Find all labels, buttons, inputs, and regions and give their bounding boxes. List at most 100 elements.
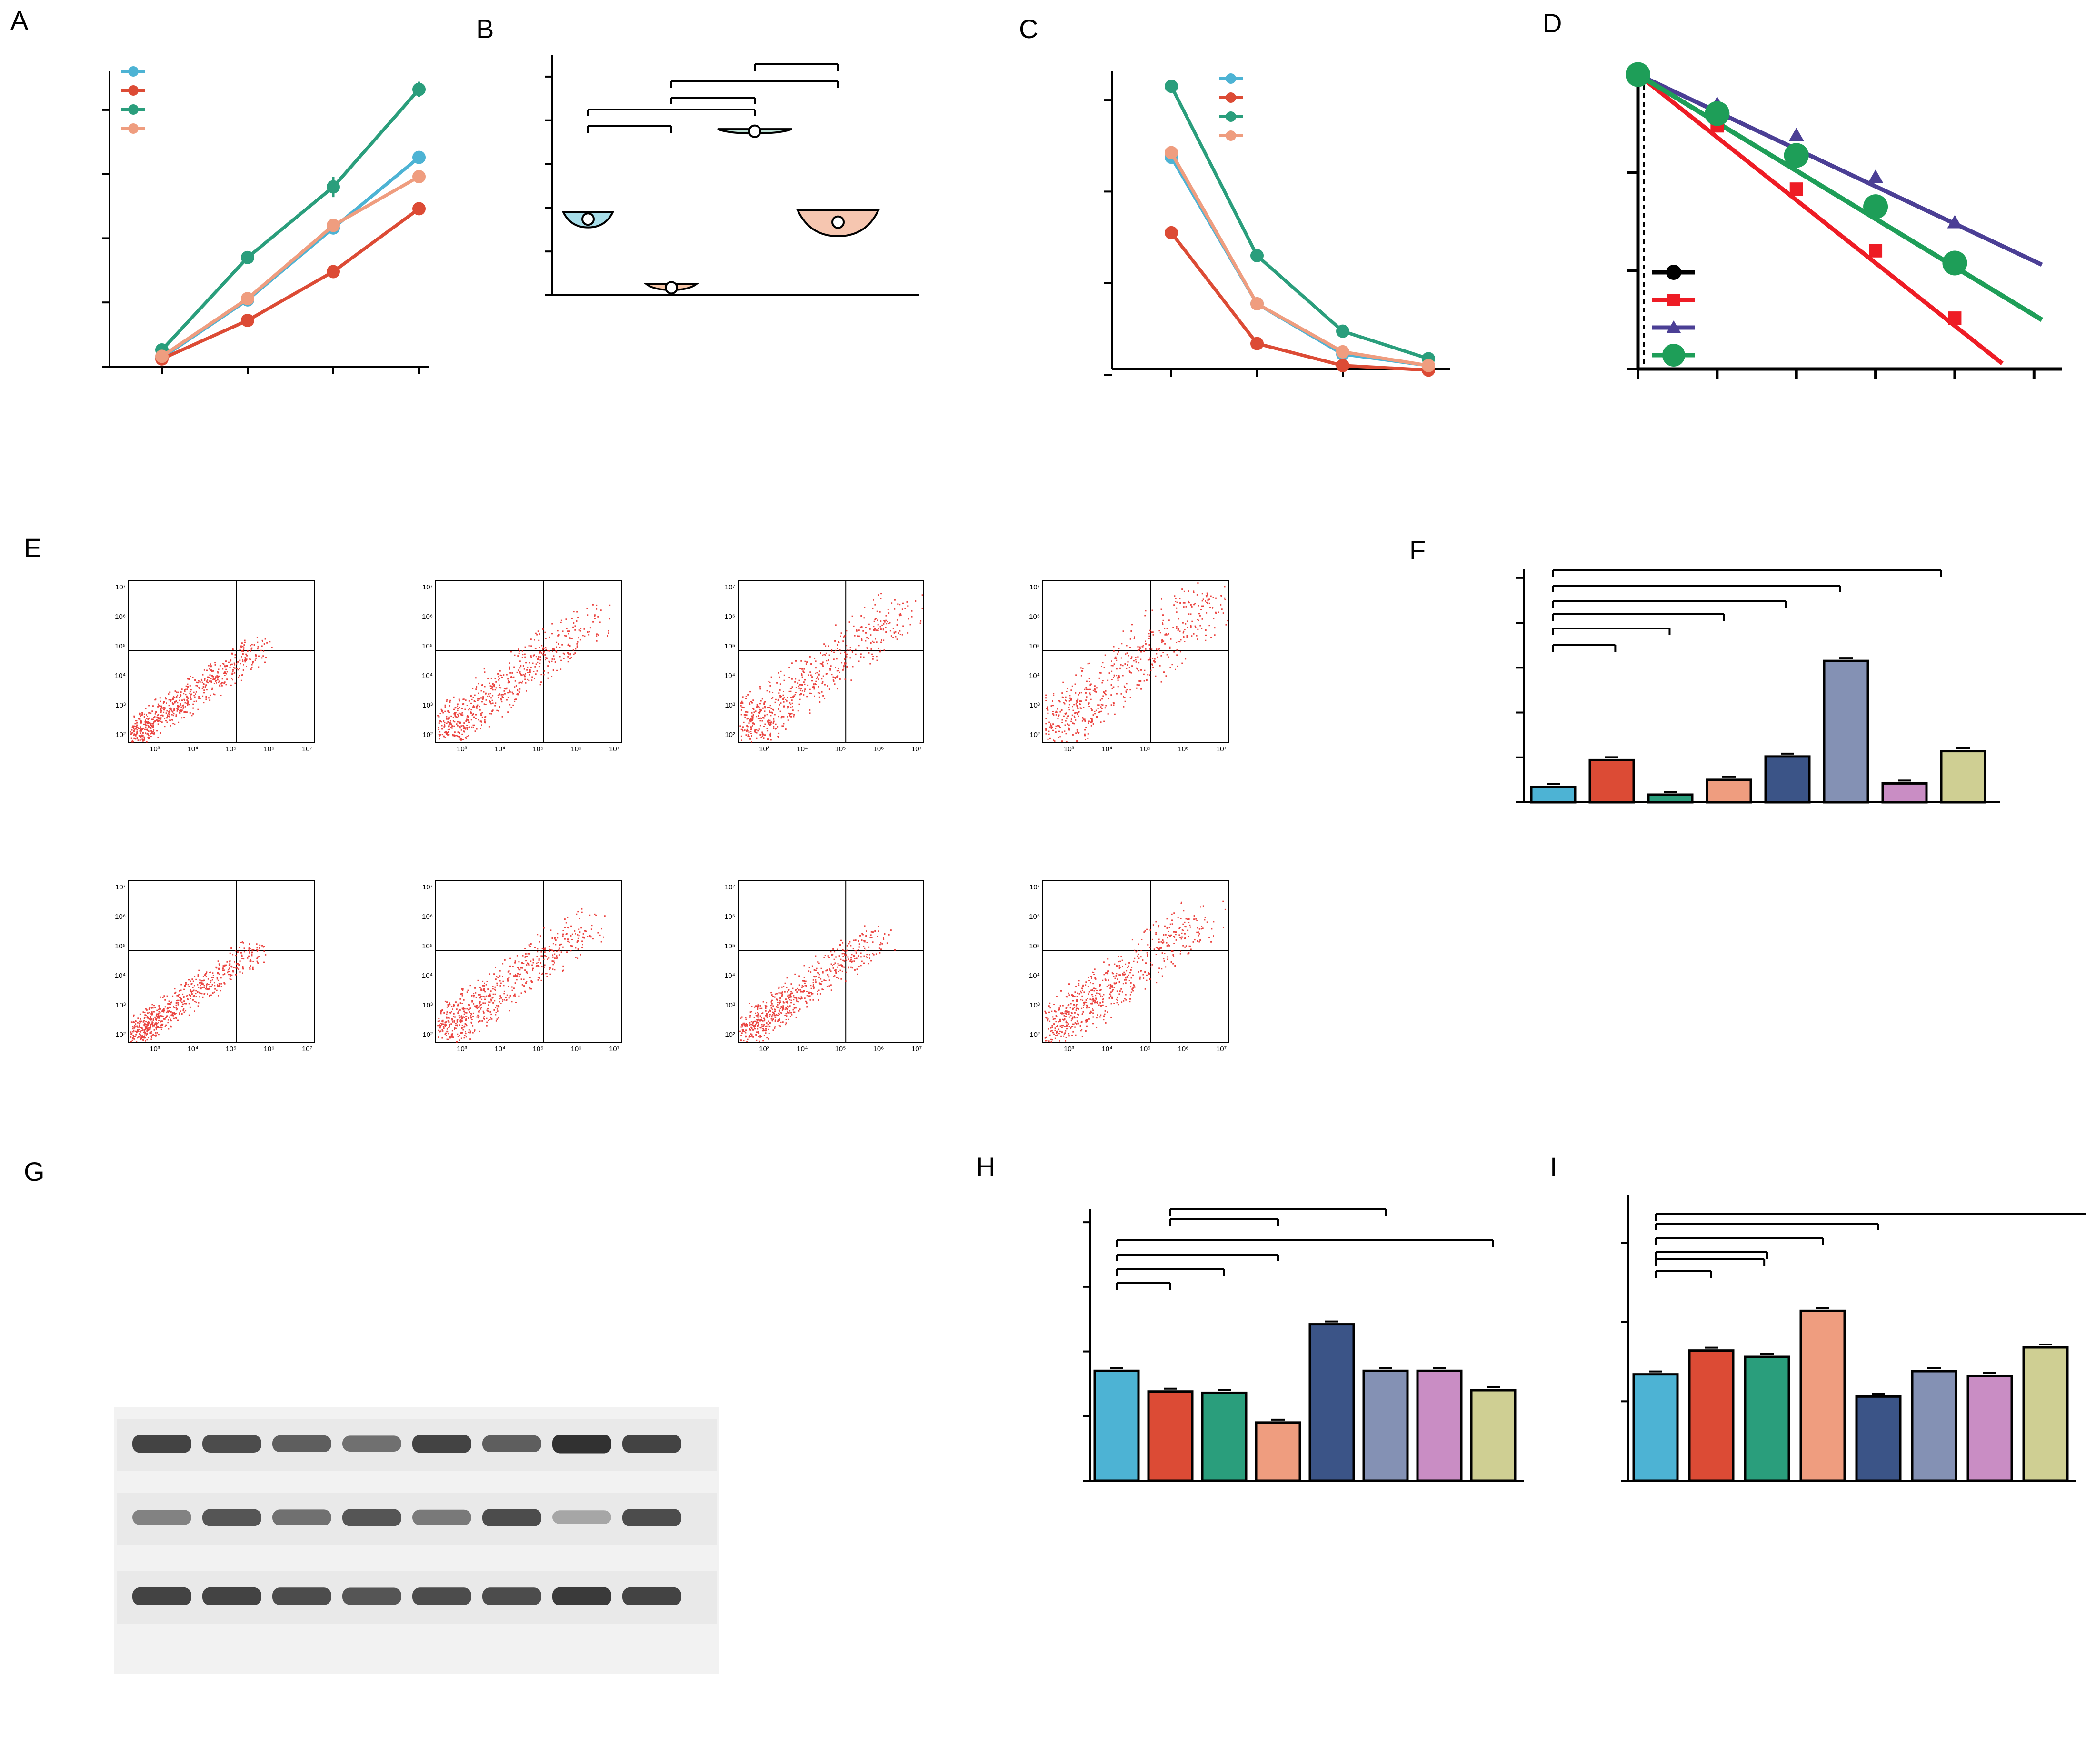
y-tick-label: 10⁴ [422, 972, 433, 980]
y-tick-label: 10² [1029, 731, 1040, 739]
y-tick-label: 10⁴ [724, 972, 735, 980]
bar [2022, 1346, 2069, 1482]
panel-C: C [1019, 14, 1450, 377]
data-point [241, 313, 254, 327]
scatter-cloud [739, 925, 896, 1042]
blot-band [622, 1509, 681, 1526]
x-tick-label: 10⁴ [187, 745, 198, 753]
series-line [1169, 85, 1429, 360]
data-point [155, 349, 169, 363]
bar [1308, 1323, 1355, 1482]
x-tick-label: 10⁶ [264, 745, 275, 753]
x-tick-label: 10⁷ [302, 1045, 312, 1053]
y-tick-label: 10³ [115, 701, 126, 709]
median-point [748, 124, 761, 138]
y-tick-label: 10⁷ [1029, 583, 1040, 591]
plot-frame [435, 880, 622, 1043]
bar [1416, 1369, 1463, 1482]
bar [1588, 758, 1635, 804]
blot-band [622, 1435, 681, 1453]
bar [1881, 782, 1928, 804]
x-tick-label: 10⁵ [533, 1045, 544, 1053]
x-tick-label: 10⁷ [1216, 745, 1227, 753]
bar [1201, 1391, 1248, 1482]
blot-band [552, 1587, 611, 1605]
bar [1470, 1389, 1517, 1482]
blot-band [272, 1509, 331, 1525]
legend-marker [128, 123, 139, 134]
x-tick-label: 10⁶ [571, 1045, 582, 1053]
data-point [1336, 345, 1349, 359]
series-line [1169, 151, 1429, 368]
blot-band [202, 1587, 261, 1605]
x-tick-label: 10³ [1064, 1045, 1074, 1053]
data-point [1705, 101, 1730, 126]
x-tick-label: 10⁴ [494, 1045, 505, 1053]
blot-band [482, 1587, 541, 1605]
data-point [1250, 297, 1264, 310]
x-tick-label: 10³ [457, 745, 467, 753]
data-point [1948, 311, 1962, 325]
blot-band [342, 1435, 401, 1452]
y-tick-label: 10⁴ [1029, 972, 1040, 980]
data-point [327, 219, 340, 232]
legend-marker [1226, 92, 1236, 103]
bar [1855, 1395, 1902, 1482]
bar [1966, 1375, 2013, 1482]
median-point [831, 215, 845, 229]
blot-band [622, 1587, 681, 1605]
x-tick-label: 10⁴ [187, 1045, 198, 1053]
x-tick-label: 10⁴ [797, 745, 808, 753]
flow-plot: 10³ 10⁴ 10⁵ 10⁶ 10⁷ 10² 10³ 10⁴ 10⁵ 10⁶ 10⁷ [115, 580, 315, 753]
data-point [1165, 80, 1178, 93]
y-tick-label: 10⁷ [1029, 883, 1040, 891]
x-tick-label: 10⁷ [609, 1045, 619, 1053]
y-tick-label: 10⁶ [115, 613, 126, 621]
data-point [1165, 146, 1178, 159]
flow-plot: 10³ 10⁴ 10⁵ 10⁶ 10⁷ 10² 10³ 10⁴ 10⁵ 10⁶ 10⁷ [724, 580, 924, 753]
bar [1688, 1349, 1735, 1482]
panel-label: F [1409, 535, 1426, 565]
panel-D: D [1543, 8, 2062, 379]
y-tick-label: 10⁶ [1029, 913, 1040, 921]
blot-band [132, 1435, 191, 1453]
legend-marker [1226, 73, 1236, 84]
median-point [581, 212, 595, 226]
legend-marker [128, 104, 139, 115]
blot-band [412, 1509, 471, 1525]
x-tick-label: 10⁶ [873, 1045, 884, 1053]
y-tick-label: 10⁶ [724, 613, 735, 621]
y-tick-label: 10⁵ [724, 942, 735, 950]
data-point [1784, 143, 1809, 168]
x-tick-label: 10⁶ [873, 745, 884, 753]
blot-band [552, 1510, 611, 1524]
data-point [412, 150, 426, 164]
y-tick-label: 10⁷ [725, 883, 735, 891]
y-tick-label: 10⁵ [115, 642, 126, 650]
x-tick-label: 10⁵ [1140, 745, 1151, 753]
y-tick-label: 10⁶ [1029, 613, 1040, 621]
scatter-cloud [1044, 900, 1226, 1043]
fit-curve [1637, 72, 2044, 322]
y-tick-label: 10² [725, 1031, 735, 1039]
data-point [1869, 244, 1883, 258]
y-tick-label: 10⁷ [422, 583, 433, 591]
y-tick-label: 10² [725, 731, 735, 739]
bar [1799, 1309, 1846, 1482]
bar [1255, 1421, 1301, 1482]
series-line [161, 175, 420, 358]
blot-band [342, 1509, 401, 1526]
y-tick-label: 10⁵ [1029, 642, 1040, 650]
plot-frame [738, 880, 924, 1043]
scatter-cloud [130, 941, 267, 1043]
blot-band [482, 1509, 541, 1526]
fit-curve [1637, 72, 2004, 365]
blot-band [272, 1435, 331, 1452]
y-tick-label: 10² [115, 1031, 126, 1039]
x-tick-label: 10⁵ [226, 1045, 237, 1053]
panel-label: E [24, 533, 41, 563]
bar [1147, 1390, 1194, 1482]
x-tick-label: 10⁴ [494, 745, 505, 753]
plot-frame [738, 580, 924, 743]
